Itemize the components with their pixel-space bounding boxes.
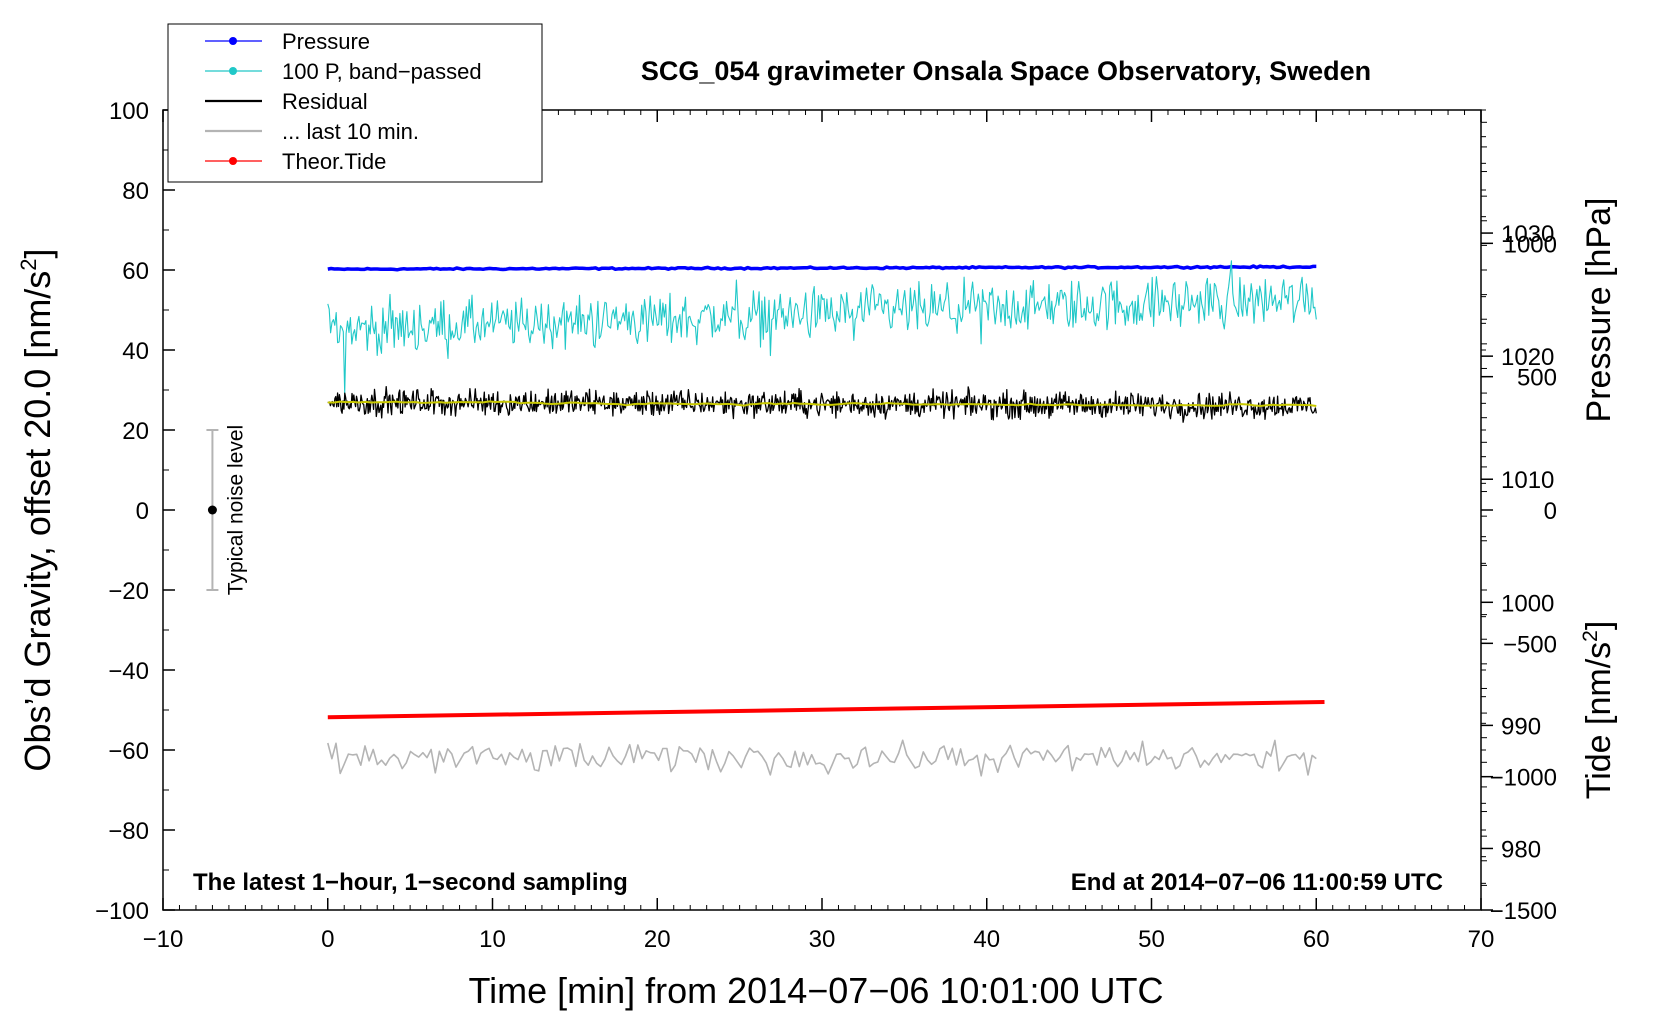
x-tick-label: 40 bbox=[973, 926, 1000, 953]
pressure-tick-label: 980 bbox=[1501, 836, 1541, 863]
axis-ticks: −10 0 10 20 30 40 50 60 70−100−80−60−40−20020406… bbox=[95, 98, 1557, 953]
y-axis-label-close: ] bbox=[17, 248, 58, 258]
x-tick-label: 10 bbox=[479, 926, 506, 953]
tide-tick-label: −500 bbox=[1503, 631, 1557, 658]
legend-items: Pressure 100 P, band−passed Residual ... la… bbox=[205, 29, 482, 174]
series-line bbox=[327, 700, 1325, 720]
legend-marker bbox=[229, 67, 237, 75]
noise-label: Typical noise level bbox=[224, 425, 247, 595]
legend-label: ... last 10 min. bbox=[282, 119, 419, 144]
noise-bar-center bbox=[207, 505, 217, 515]
x-tick-label: 30 bbox=[809, 926, 836, 953]
y-tick-label: −100 bbox=[95, 898, 149, 925]
legend: Pressure 100 P, band−passed Residual ... la… bbox=[167, 23, 543, 183]
y-axis-label-main: Obs’d Gravity, offset 20.0 [nm/s bbox=[17, 271, 58, 772]
legend-label: Residual bbox=[282, 89, 368, 114]
tide-tick-label: −1500 bbox=[1490, 898, 1557, 925]
pressure-tick-label: 990 bbox=[1501, 713, 1541, 740]
y-tick-label: −40 bbox=[108, 658, 149, 685]
pressure-tick-label: 1030 bbox=[1501, 221, 1554, 248]
legend-label: 100 P, band−passed bbox=[282, 59, 482, 84]
series-line bbox=[327, 739, 1317, 777]
legend-box bbox=[167, 23, 543, 183]
legend-marker bbox=[229, 157, 237, 165]
series-line bbox=[327, 260, 1317, 395]
tide-tick-label: 0 bbox=[1544, 498, 1557, 525]
legend-label: Pressure bbox=[282, 29, 370, 54]
note-left: The latest 1−hour, 1−second sampling bbox=[193, 869, 628, 896]
y-tick-label: −20 bbox=[108, 578, 149, 605]
series-layer bbox=[327, 260, 1325, 777]
x-tick-label: −10 bbox=[143, 926, 184, 953]
y-tick-label: 0 bbox=[136, 498, 149, 525]
tide-axis-label-main: Tide [nm/s bbox=[1580, 642, 1618, 799]
note-right: End at 2014−07−06 11:00:59 UTC bbox=[1071, 869, 1443, 896]
series-line bbox=[327, 264, 1317, 272]
tide-tick-label: 500 bbox=[1517, 365, 1557, 392]
series-line bbox=[327, 386, 1317, 423]
tide-axis-label-close: ] bbox=[1580, 621, 1618, 630]
x-tick-label: 50 bbox=[1138, 926, 1165, 953]
noise-bar: Typical noise level bbox=[206, 425, 247, 595]
y-tick-label: 20 bbox=[122, 418, 149, 445]
x-tick-label: 20 bbox=[644, 926, 671, 953]
legend-label: Theor.Tide bbox=[282, 149, 386, 174]
x-axis-label: Time [min] from 2014−07−06 10:01:00 UTC bbox=[468, 970, 1163, 1011]
y-tick-label: 100 bbox=[109, 98, 149, 125]
x-tick-label: 0 bbox=[321, 926, 334, 953]
chart-title: SCG_054 gravimeter Onsala Space Observat… bbox=[641, 56, 1371, 86]
tide-tick-label: 1000 bbox=[1504, 231, 1557, 258]
y-tick-label: −80 bbox=[108, 818, 149, 845]
y-tick-label: 40 bbox=[122, 338, 149, 365]
tide-tick-label: −1000 bbox=[1490, 765, 1557, 792]
pressure-tick-label: 1000 bbox=[1501, 590, 1554, 617]
y-tick-label: 80 bbox=[122, 178, 149, 205]
y-axis-label: Obs’d Gravity, offset 20.0 [nm/s2] bbox=[16, 248, 58, 771]
y-tick-label: −60 bbox=[108, 738, 149, 765]
y-axis-label-sup: 2 bbox=[16, 258, 41, 270]
series-line bbox=[327, 400, 1317, 407]
pressure-axis-label: Pressure [hPa] bbox=[1580, 198, 1618, 423]
tide-axis-label: Tide [nm/s2] bbox=[1579, 621, 1618, 800]
tide-axis-label-sup: 2 bbox=[1579, 630, 1602, 642]
pressure-tick-label: 1020 bbox=[1501, 344, 1554, 371]
plot-frame bbox=[162, 109, 1482, 911]
y-tick-label: 60 bbox=[122, 258, 149, 285]
pressure-tick-label: 1010 bbox=[1501, 467, 1554, 494]
x-tick-label: 70 bbox=[1468, 926, 1495, 953]
x-tick-label: 60 bbox=[1303, 926, 1330, 953]
legend-marker bbox=[229, 37, 237, 45]
